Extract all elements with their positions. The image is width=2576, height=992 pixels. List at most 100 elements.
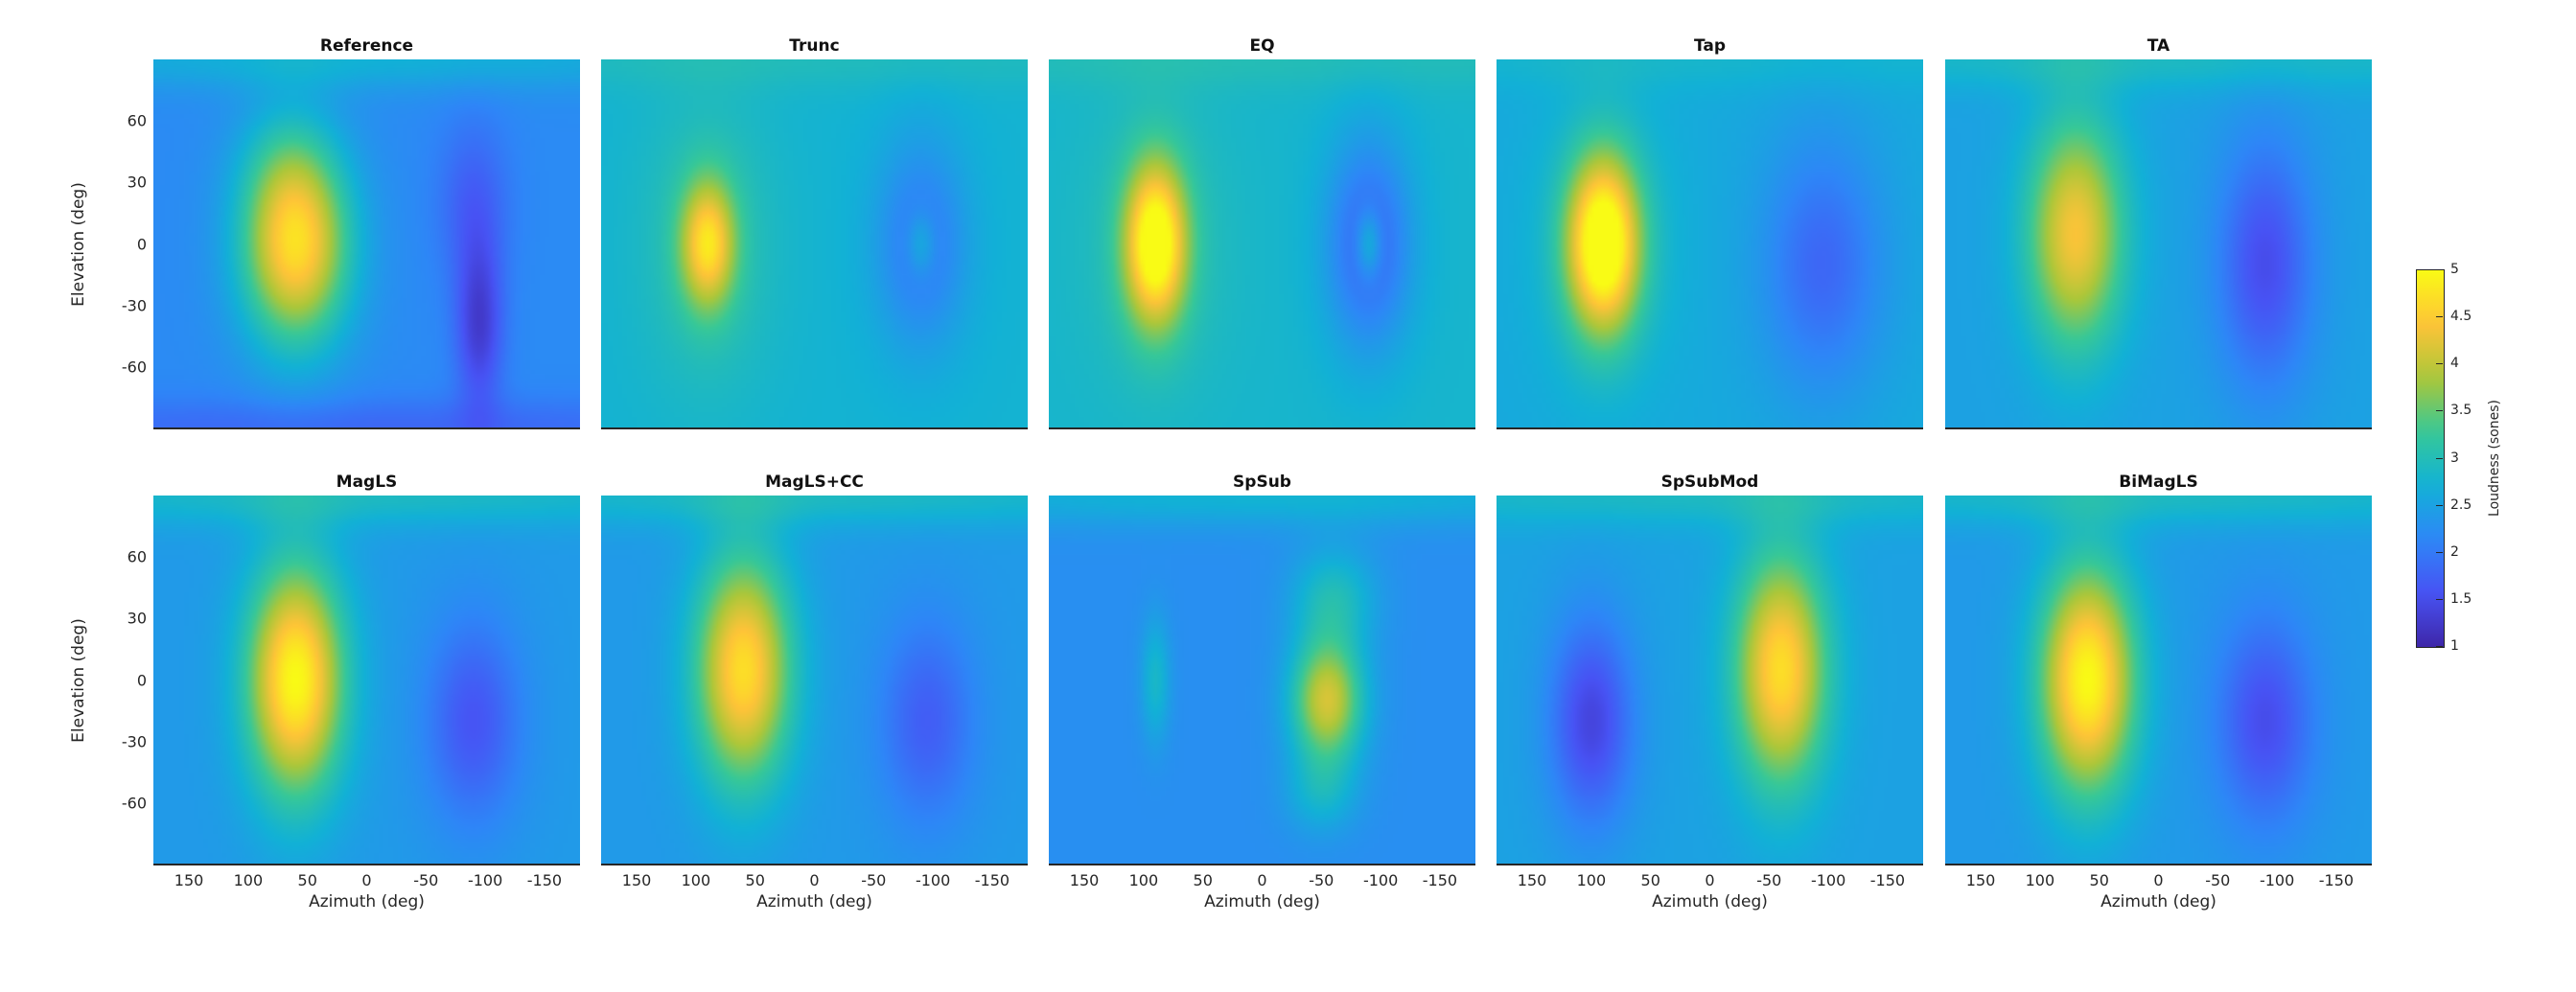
colorbar-tick-label: 2.5 [2450, 496, 2472, 513]
colorbar-tick-mark [2436, 598, 2443, 600]
colorbar-label: Loudness (sones) [2487, 400, 2502, 517]
x-tick-label: -150 [526, 871, 563, 889]
x-axis-line [153, 427, 580, 429]
x-tick-label: 0 [2153, 871, 2164, 889]
x-axis-line [153, 864, 580, 865]
x-axis-label: Azimuth (deg) [1652, 892, 1768, 911]
x-axis-label: Azimuth (deg) [309, 892, 425, 911]
x-tick-label: 50 [745, 871, 765, 889]
x-tick-label: -50 [861, 871, 887, 889]
heatmap-image [153, 496, 580, 865]
x-axis-line [1049, 427, 1475, 429]
heatmap-image [1945, 59, 2372, 428]
x-tick-label: 50 [1193, 871, 1213, 889]
x-tick-label: 0 [1257, 871, 1267, 889]
colorbar-tick-mark [2436, 551, 2443, 553]
heatmap-panel: Reference 60 30 0 -30 -60 Elevation (deg) [69, 36, 580, 429]
x-tick-label: 100 [1576, 871, 1607, 889]
colorbar-tick-mark [2436, 316, 2443, 318]
x-tick-label: 100 [233, 871, 264, 889]
heatmap-panel: SpSubMod 150 100 50 0 -50 -100 -150 Azimuth (deg… [1497, 473, 1923, 911]
x-tick-label: 100 [1128, 871, 1159, 889]
colorbar-tick-label: 5 [2450, 262, 2459, 277]
x-tick-label: 150 [1965, 871, 1996, 889]
heatmap-image [601, 59, 1028, 428]
x-tick-label: -100 [467, 871, 503, 889]
y-axis-label: Elevation (deg) [69, 617, 88, 743]
colorbar-tick-label: 3.5 [2450, 403, 2472, 419]
colorbar-tick-label: 1.5 [2450, 590, 2472, 607]
x-tick-label: -50 [2205, 871, 2231, 889]
y-tick-label: -30 [121, 296, 147, 315]
heatmap-image [601, 496, 1028, 865]
y-tick-label: 0 [136, 671, 147, 689]
x-axis-line [1497, 864, 1923, 865]
x-tick-label: -100 [1362, 871, 1399, 889]
colorbar-tick-label: 4.5 [2450, 309, 2472, 325]
heatmap-image [1049, 496, 1475, 865]
x-axis-line [1497, 427, 1923, 429]
y-tick-label: 30 [127, 173, 147, 192]
x-axis-label: Azimuth (deg) [756, 892, 872, 911]
x-tick-label: -50 [1309, 871, 1334, 889]
x-tick-label: 150 [1517, 871, 1547, 889]
y-tick-label: 30 [127, 609, 147, 628]
x-tick-label: 150 [174, 871, 204, 889]
x-tick-label: 100 [681, 871, 711, 889]
heatmap-image [153, 59, 580, 428]
panel-title: SpSubMod [1660, 473, 1759, 492]
x-axis-line [1049, 864, 1475, 865]
panel-title: Tap [1693, 36, 1727, 56]
x-tick-label: 150 [1069, 871, 1100, 889]
y-tick-label: 60 [127, 547, 147, 566]
panel-title: Trunc [789, 36, 840, 56]
x-tick-label: 150 [621, 871, 652, 889]
heatmap-image [1497, 496, 1923, 865]
panel-title: TA [2147, 36, 2170, 56]
x-tick-label: -150 [1869, 871, 1906, 889]
heatmap-image [1049, 59, 1475, 428]
x-tick-label: 50 [297, 871, 317, 889]
x-axis-line [601, 427, 1028, 429]
x-tick-label: 100 [2025, 871, 2055, 889]
x-axis-line [601, 864, 1028, 865]
x-tick-label: -100 [2259, 871, 2295, 889]
heatmap-image [1497, 59, 1923, 428]
y-tick-label: 0 [136, 235, 147, 253]
panel-title: MagLS+CC [765, 473, 864, 492]
heatmap-panel: BiMagLS 150 100 50 0 -50 -100 -150 Azimuth (deg) [1945, 473, 2372, 911]
colorbar-tick-mark [2436, 504, 2443, 506]
x-tick-label: 0 [361, 871, 372, 889]
colorbar-tick-mark [2436, 410, 2443, 412]
colorbar-tick-label: 3 [2450, 450, 2459, 466]
x-tick-label: -50 [413, 871, 439, 889]
x-tick-label: -150 [974, 871, 1010, 889]
x-tick-label: 0 [809, 871, 820, 889]
x-axis-label: Azimuth (deg) [1204, 892, 1320, 911]
heatmap-panel: Trunc [601, 36, 1028, 429]
panel-title: EQ [1249, 36, 1275, 56]
x-tick-label: -150 [1422, 871, 1458, 889]
panel-title: MagLS [336, 473, 398, 492]
heatmap-panel: Tap [1497, 36, 1923, 429]
y-tick-label: -60 [121, 358, 147, 377]
heatmap-panel: SpSub 150 100 50 0 -50 -100 -150 Azimuth (deg) [1049, 473, 1475, 911]
x-tick-label: -50 [1756, 871, 1782, 889]
heatmap-panel: TA [1945, 36, 2372, 429]
x-tick-label: 50 [2089, 871, 2109, 889]
y-tick-label: -30 [121, 732, 147, 751]
heatmap-panel: MagLS 60 30 0 -30 -60 Elevation (deg) 150 100 50 0… [69, 473, 580, 911]
x-tick-label: 50 [1640, 871, 1660, 889]
colorbar-tick-mark [2436, 269, 2443, 270]
colorbar-tick-mark [2436, 363, 2443, 365]
y-axis-label: Elevation (deg) [69, 181, 88, 307]
x-tick-label: -100 [915, 871, 951, 889]
panel-title: BiMagLS [2119, 473, 2198, 492]
x-tick-label: 0 [1705, 871, 1715, 889]
colorbar-tick-mark [2436, 646, 2443, 647]
heatmap-panel: EQ [1049, 36, 1475, 429]
colorbar-tick-mark [2436, 457, 2443, 459]
x-axis-label: Azimuth (deg) [2100, 892, 2216, 911]
x-axis-line [1945, 427, 2372, 429]
y-tick-label: -60 [121, 794, 147, 813]
